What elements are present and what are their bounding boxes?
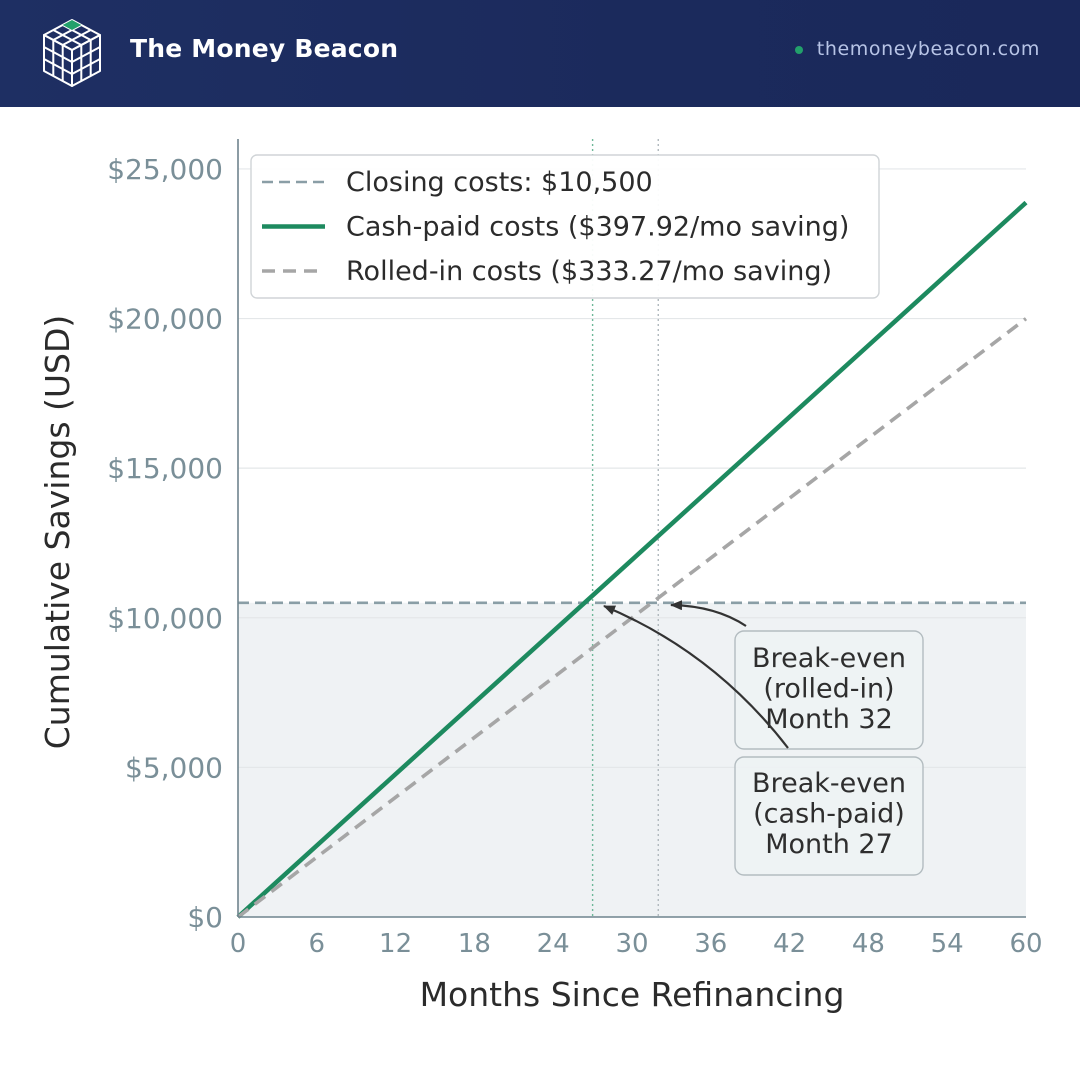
x-tick-label: 0 <box>230 929 247 959</box>
x-tick-label: 18 <box>458 929 491 959</box>
site-url-text: themoneybeacon.com <box>816 38 1040 60</box>
legend-box <box>250 154 880 299</box>
breakeven-annotation: Break-even(cash-paid)Month 27 <box>603 604 924 876</box>
annotation-text-line: Month 32 <box>765 704 893 735</box>
brand-name[interactable]: The Money Beacon <box>130 34 399 63</box>
legend-label: Cash-paid costs ($397.92/mo saving) <box>346 212 849 243</box>
x-tick-label: 48 <box>852 929 885 959</box>
annotation-text-line: (rolled-in) <box>763 674 894 705</box>
annotation-box <box>734 756 924 876</box>
annotation-text-line: Month 27 <box>765 829 893 860</box>
x-tick-label: 60 <box>1009 929 1042 959</box>
annotation-text-line: (cash-paid) <box>753 799 905 830</box>
site-header: The Money Beacon themoneybeacon.com <box>0 0 1080 107</box>
site-url[interactable]: themoneybeacon.com <box>794 38 1040 60</box>
y-axis-title: Cumulative Savings (USD) <box>38 315 77 750</box>
annotation-arrow <box>603 604 789 749</box>
y-tick-label: $5,000 <box>125 751 223 784</box>
breakeven-annotation: Break-even(rolled-in)Month 32 <box>670 600 924 750</box>
x-tick-label: 54 <box>931 929 964 959</box>
cash-paid-line <box>236 200 1028 919</box>
annotation-arrow <box>670 600 747 627</box>
status-dot-icon <box>794 45 803 54</box>
y-tick-label: $25,000 <box>107 153 223 186</box>
x-tick-label: 24 <box>537 929 570 959</box>
x-tick-label: 42 <box>773 929 806 959</box>
y-tick-label: $0 <box>187 901 223 934</box>
annotation-text-line: Break-even <box>752 643 906 674</box>
y-tick-label: $20,000 <box>107 303 223 336</box>
x-axis-title: Months Since Refinancing <box>420 975 845 1014</box>
cube-grid-icon <box>43 19 101 87</box>
y-tick-label: $10,000 <box>107 602 223 635</box>
legend-label: Closing costs: $10,500 <box>346 167 653 198</box>
x-tick-label: 30 <box>615 929 648 959</box>
x-tick-label: 6 <box>309 929 326 959</box>
annotation-text-line: Break-even <box>752 768 906 799</box>
x-tick-label: 12 <box>379 929 412 959</box>
x-tick-label: 36 <box>694 929 727 959</box>
legend-label: Rolled-in costs ($333.27/mo saving) <box>346 256 832 287</box>
y-tick-label: $15,000 <box>107 452 223 485</box>
breakeven-chart: 0 6 12 18 24 30 36 42 48 54 60 $0 $5,000 $10,000 $15,0… <box>38 139 1043 1014</box>
